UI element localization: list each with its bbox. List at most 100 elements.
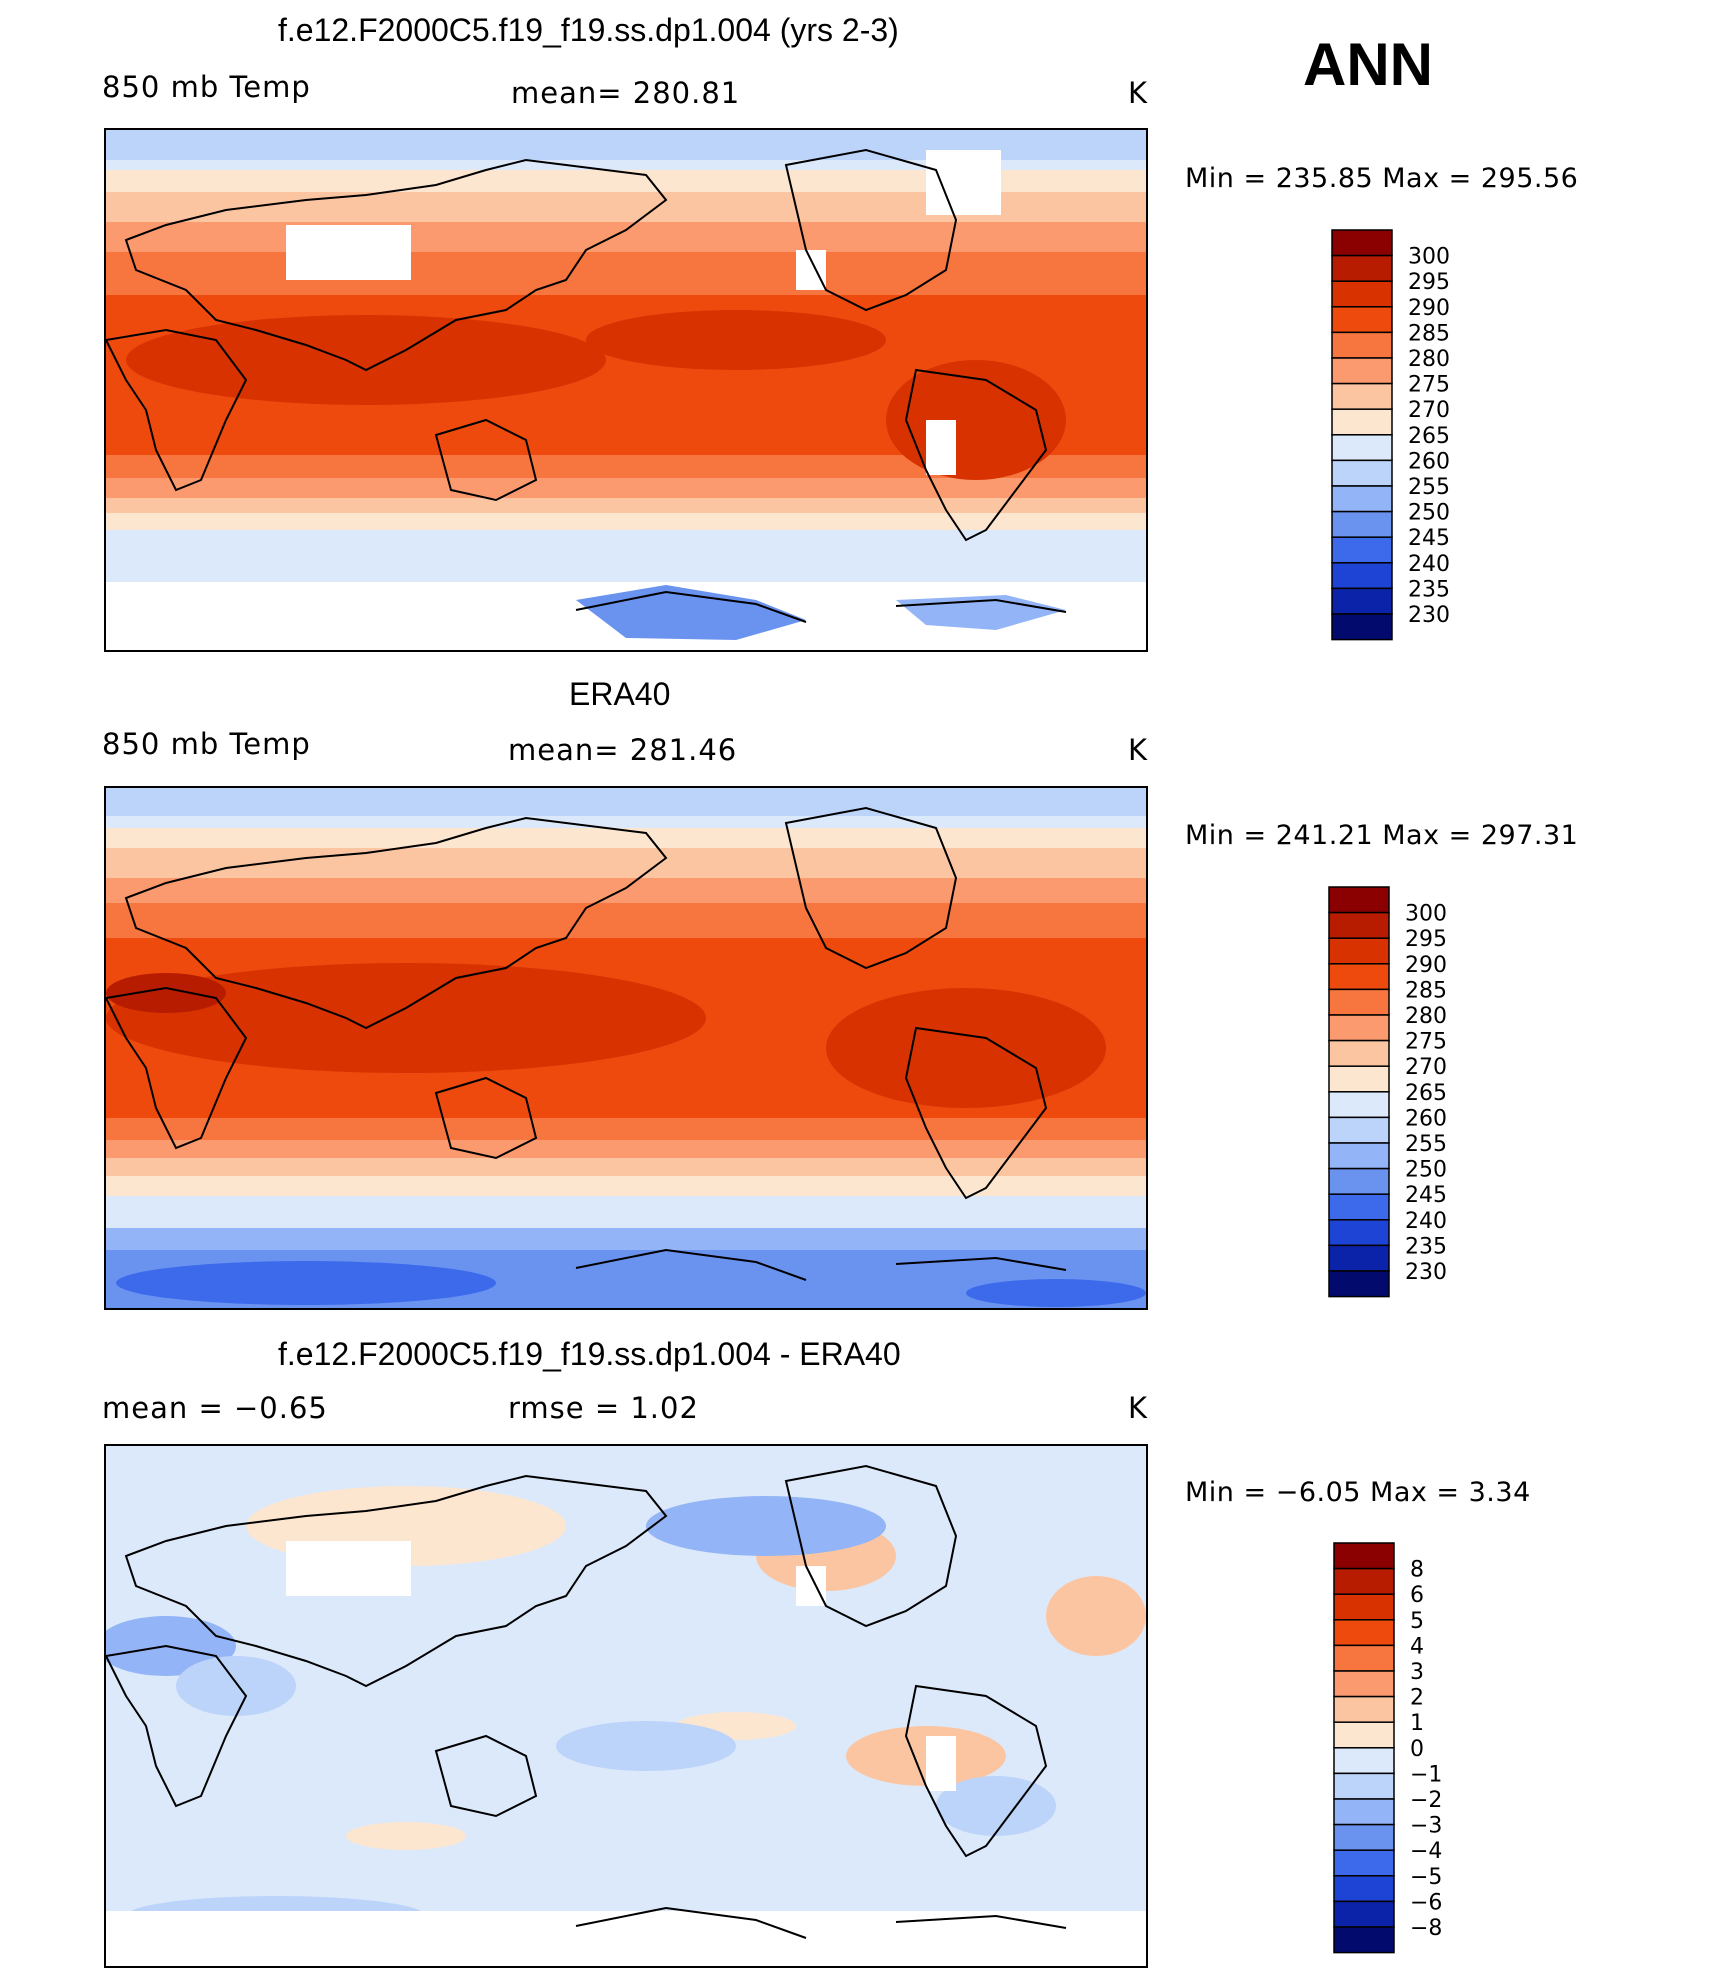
colorbar-swatch: [1331, 357, 1393, 385]
colorbar-tick-label: 240: [1408, 552, 1450, 577]
colorbar-tick-label: 240: [1405, 1209, 1447, 1234]
panel3-map-difference: [104, 1444, 1148, 1968]
colorbar-tick-label: 235: [1405, 1234, 1447, 1259]
colorbar-swatch: [1331, 254, 1393, 282]
colorbar-swatch: [1328, 911, 1390, 939]
colorbar-swatch: [1333, 1926, 1395, 1954]
panel1-map-model-temperature: [104, 128, 1148, 652]
colorbar-tick-label: 265: [1408, 424, 1450, 449]
panel3-rmse-label: rmse = 1.02: [508, 1391, 699, 1425]
colorbar-tick-label: 6: [1410, 1583, 1424, 1608]
panel1-units-label: K: [1128, 76, 1149, 110]
colorbar-swatch: [1333, 1875, 1395, 1903]
colorbar-swatch: [1328, 937, 1390, 965]
colorbar-tick-label: 250: [1405, 1158, 1447, 1183]
colorbar-tick-label: 245: [1408, 526, 1450, 551]
colorbar-swatch: [1331, 587, 1393, 615]
colorbar-tick-label: 255: [1405, 1132, 1447, 1157]
colorbar-swatch: [1331, 459, 1393, 487]
colorbar-tick-label: 285: [1408, 321, 1450, 346]
colorbar-tick-label: 290: [1405, 953, 1447, 978]
colorbar-tick-label: −6: [1410, 1890, 1442, 1915]
panel1-minmax: Min = 235.85 Max = 295.56: [1185, 163, 1579, 194]
colorbar-tick-label: 3: [1410, 1660, 1424, 1685]
panel2-units-label: K: [1128, 733, 1149, 767]
colorbar-swatch: [1328, 1270, 1390, 1298]
colorbar-swatch: [1331, 434, 1393, 462]
colorbar-swatch: [1328, 988, 1390, 1016]
panel1-colorbar-graphic: 3002952902852802752702652602552502452402…: [1331, 229, 1450, 641]
colorbar-swatch: [1333, 1542, 1395, 1570]
colorbar-tick-label: 2: [1410, 1686, 1424, 1711]
season-label: ANN: [1303, 31, 1433, 98]
colorbar-swatch: [1328, 1065, 1390, 1093]
panel3-map-graphic: [106, 1446, 1146, 1966]
panel3-mean-label: mean = −0.65: [102, 1391, 328, 1425]
colorbar-swatch: [1331, 562, 1393, 590]
panel2-colorbar-graphic: 3002952902852802752702652602552502452402…: [1328, 886, 1447, 1298]
colorbar-swatch: [1331, 280, 1393, 308]
panel1-mean-label: mean= 280.81: [511, 76, 741, 110]
colorbar-swatch: [1328, 1244, 1390, 1272]
colorbar-swatch: [1331, 382, 1393, 410]
colorbar-tick-label: 230: [1408, 603, 1450, 628]
colorbar-tick-label: −1: [1410, 1762, 1442, 1787]
colorbar-tick-label: 275: [1408, 373, 1450, 398]
colorbar-swatch: [1333, 1695, 1395, 1723]
panel3-units-label: K: [1128, 1391, 1149, 1425]
panel2-map-graphic: [106, 788, 1146, 1308]
colorbar-tick-label: 280: [1405, 1004, 1447, 1029]
colorbar-tick-label: −3: [1410, 1814, 1442, 1839]
colorbar-tick-label: 260: [1405, 1106, 1447, 1131]
colorbar-tick-label: 300: [1408, 245, 1450, 270]
colorbar-swatch: [1331, 510, 1393, 538]
colorbar-swatch: [1328, 963, 1390, 991]
panel2-minmax: Min = 241.21 Max = 297.31: [1185, 820, 1579, 851]
colorbar-swatch: [1333, 1798, 1395, 1826]
colorbar-swatch: [1331, 306, 1393, 334]
colorbar-tick-label: 0: [1410, 1737, 1424, 1762]
colorbar-swatch: [1331, 229, 1393, 257]
colorbar-swatch: [1331, 331, 1393, 359]
colorbar-swatch: [1328, 1014, 1390, 1042]
colorbar-swatch: [1333, 1721, 1395, 1749]
colorbar-swatch: [1331, 536, 1393, 564]
colorbar-swatch: [1331, 613, 1393, 641]
colorbar-swatch: [1328, 1091, 1390, 1119]
panel2-map-era40-temperature: [104, 786, 1148, 1310]
colorbar-tick-label: −8: [1410, 1916, 1442, 1941]
panel3-minmax: Min = −6.05 Max = 3.34: [1185, 1477, 1531, 1508]
colorbar-swatch: [1333, 1567, 1395, 1595]
colorbar-tick-label: 290: [1408, 296, 1450, 321]
colorbar-swatch: [1333, 1747, 1395, 1775]
colorbar-tick-label: 295: [1408, 270, 1450, 295]
colorbar-tick-label: 260: [1408, 449, 1450, 474]
colorbar-tick-label: 275: [1405, 1030, 1447, 1055]
panel3-title: f.e12.F2000C5.f19_f19.ss.dp1.004 - ERA40: [278, 1336, 901, 1372]
colorbar-swatch: [1333, 1849, 1395, 1877]
colorbar-tick-label: −2: [1410, 1788, 1442, 1813]
panel1-map-graphic: [106, 130, 1146, 650]
panel3-colorbar: 8 6 5 4 3 2 1 0 −1 −2 −3 −4 −5 −6 −8: [1333, 1542, 1534, 1954]
colorbar-tick-label: 235: [1408, 577, 1450, 602]
colorbar-swatch: [1333, 1772, 1395, 1800]
colorbar-tick-label: 265: [1405, 1081, 1447, 1106]
colorbar-swatch: [1333, 1900, 1395, 1928]
colorbar-swatch: [1331, 485, 1393, 513]
colorbar-swatch: [1333, 1823, 1395, 1851]
colorbar-swatch: [1331, 408, 1393, 436]
colorbar-tick-label: 245: [1405, 1183, 1447, 1208]
colorbar-swatch: [1328, 1039, 1390, 1067]
colorbar-swatch: [1333, 1593, 1395, 1621]
colorbar-tick-label: 280: [1408, 347, 1450, 372]
colorbar-tick-label: 250: [1408, 501, 1450, 526]
panel2-colorbar: 300 295 290 285 280 275 270 265 260 255 250 245 240 2…: [1328, 886, 1529, 1298]
colorbar-swatch: [1328, 886, 1390, 914]
colorbar-tick-label: 295: [1405, 927, 1447, 952]
colorbar-tick-label: −4: [1410, 1839, 1442, 1864]
panel2-mean-label: mean= 281.46: [508, 733, 738, 767]
colorbar-swatch: [1333, 1670, 1395, 1698]
colorbar-swatch: [1333, 1619, 1395, 1647]
colorbar-swatch: [1333, 1644, 1395, 1672]
